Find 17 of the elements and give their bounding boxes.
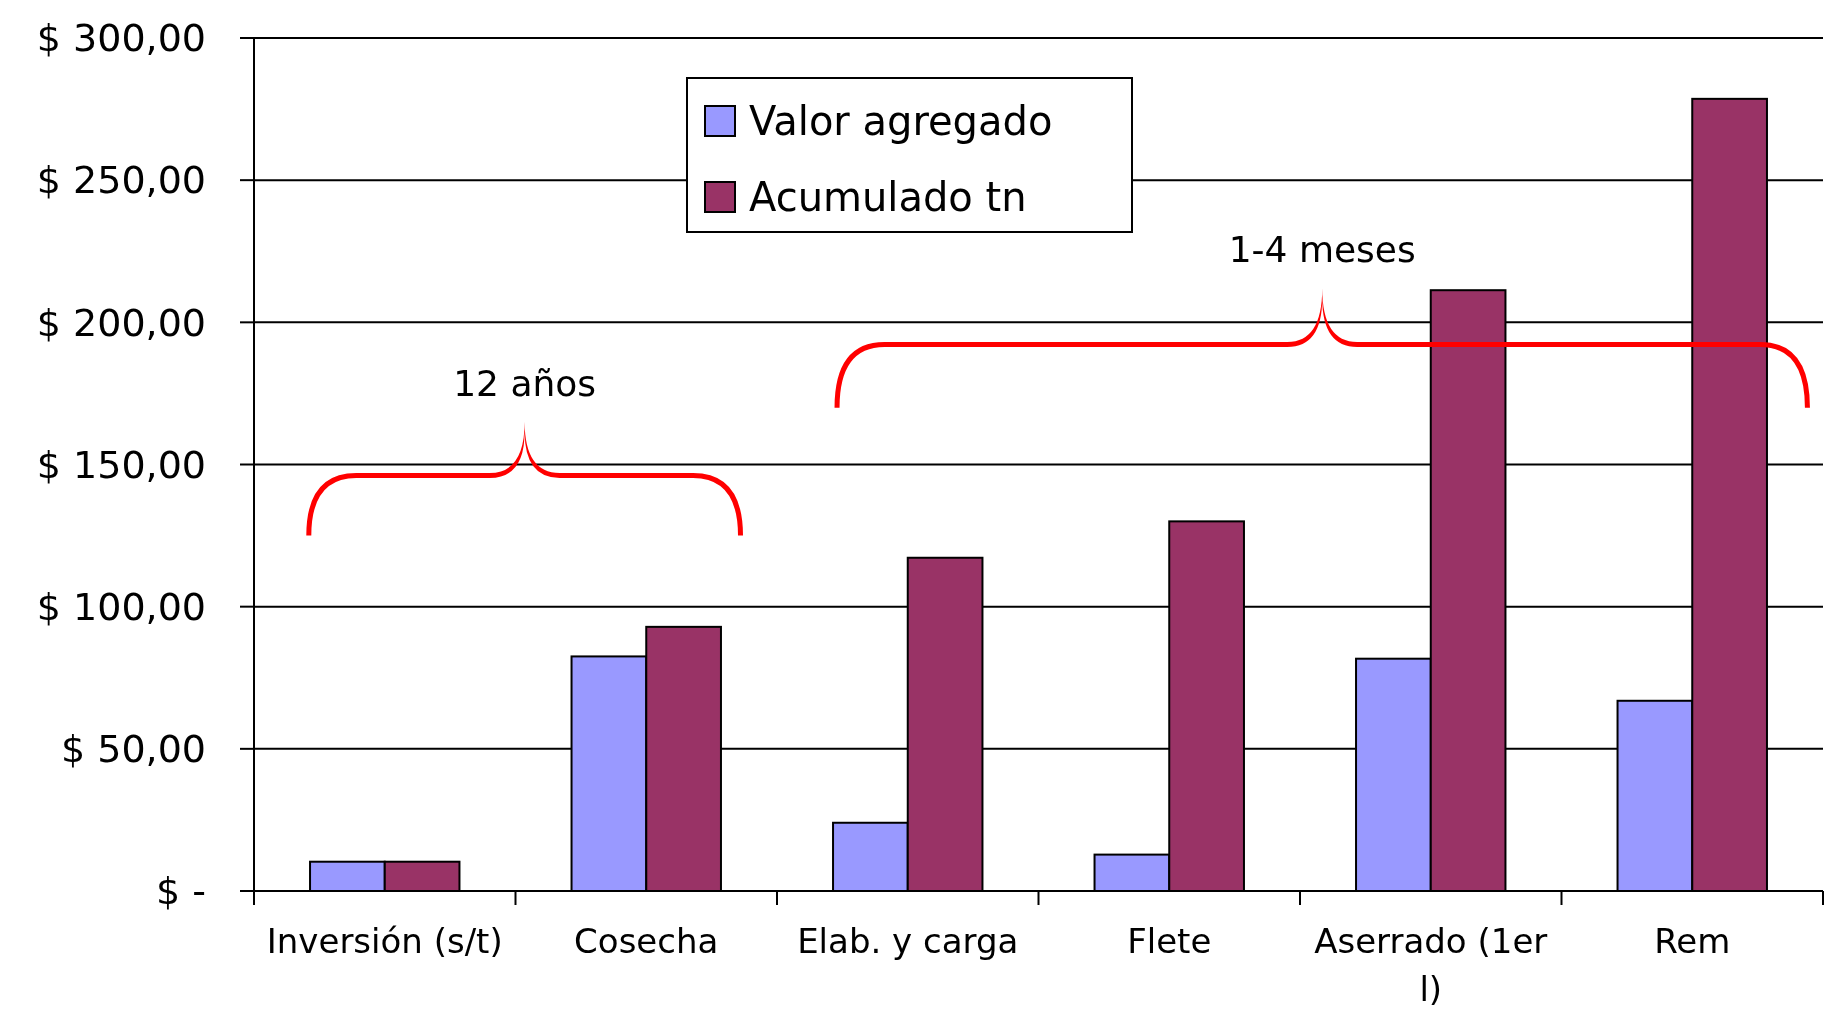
y-tick-label: $ 250,00 [36,158,206,203]
legend-label: Acumulado tn [749,174,1027,220]
legend-label: Valor agregado [749,98,1053,144]
x-tick-label: Elab. y carga [797,921,1019,961]
x-tick-label: Cosecha [574,921,719,961]
y-tick-label: $ - [156,869,206,914]
y-tick-label: $ 150,00 [36,442,206,487]
x-tick-label: Inversión (s/t) [266,921,503,961]
x-tick-label: Rem [1654,921,1731,961]
annotation: 12 años [453,362,597,404]
y-tick-label: $ 300,00 [36,16,206,61]
y-tick-label: $ 100,00 [36,584,206,629]
y-tick-label: $ 200,00 [36,300,206,345]
annotation: 1-4 meses [1228,229,1416,271]
x-tick-label: Flete [1127,921,1212,961]
x-tick-label: Aserrado (1er l) [1314,921,1548,1009]
y-tick-label: $ 50,00 [60,727,206,772]
